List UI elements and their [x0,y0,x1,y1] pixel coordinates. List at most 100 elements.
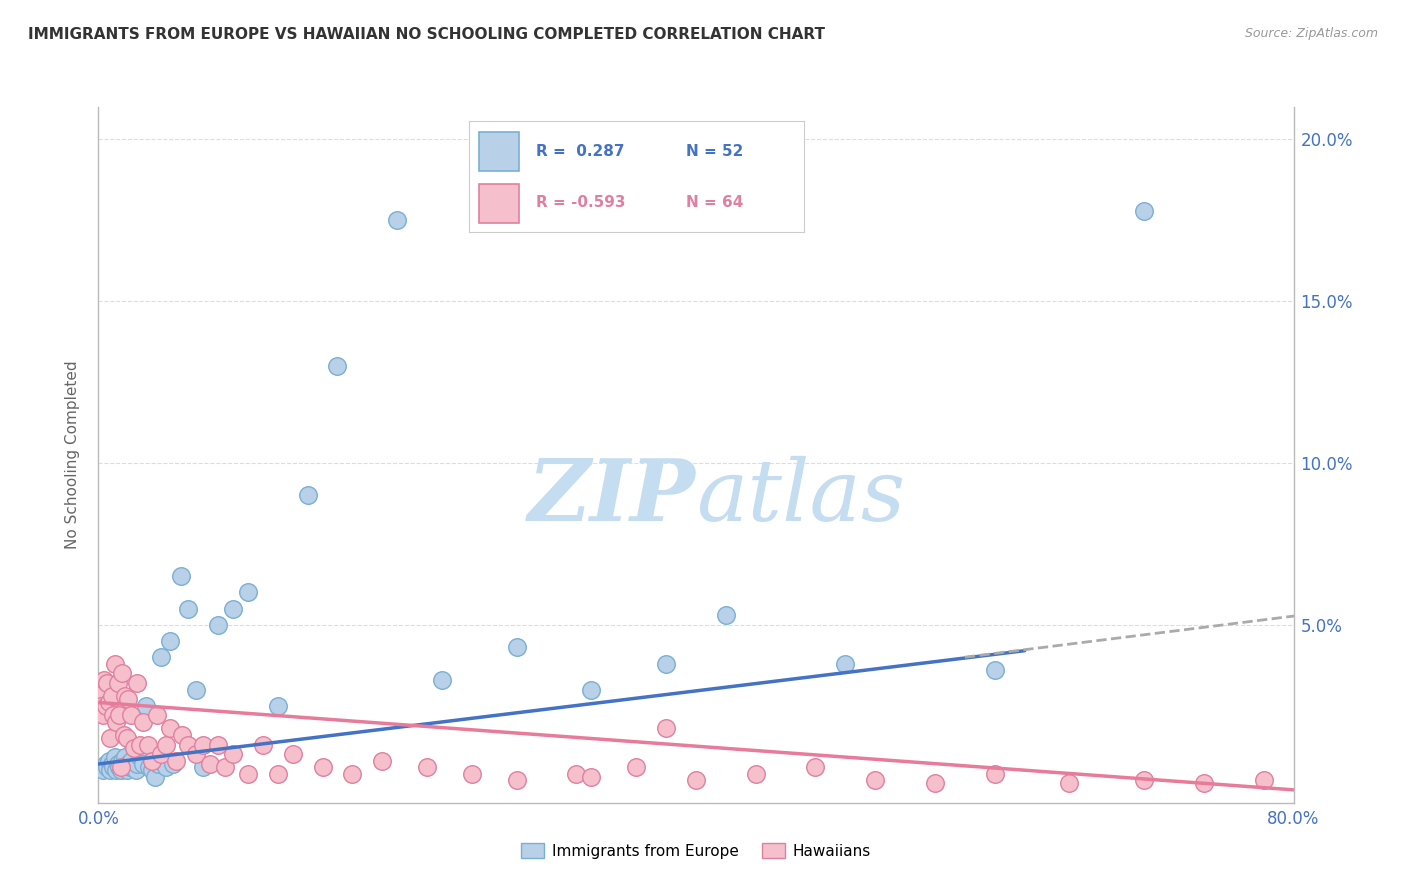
Point [159,634,181,648]
Point [565,766,588,780]
Point [714,608,737,623]
Point [745,766,768,780]
Point [297,488,319,502]
Point [311,760,333,774]
Point [214,760,236,774]
Point [117,692,139,706]
Point [110,764,132,778]
Point [252,738,274,752]
Point [685,773,707,788]
Y-axis label: No Schooling Completed: No Schooling Completed [65,360,80,549]
Point [103,760,125,774]
Point [924,776,946,790]
Point [112,760,135,774]
Point [804,760,827,774]
Point [96,760,118,774]
Point [236,585,259,599]
Point [184,747,207,762]
Text: Source: ZipAtlas.com: Source: ZipAtlas.com [1244,27,1378,40]
Point [97,754,120,768]
Point [984,766,1007,780]
Point [326,359,349,373]
Point [115,764,138,778]
Point [93,673,115,687]
Point [581,770,603,784]
Point [136,738,159,752]
Point [101,756,124,771]
Point [581,682,603,697]
Point [107,756,129,771]
Point [191,738,214,752]
Point [655,722,678,736]
Point [385,213,409,227]
Point [148,756,170,771]
Point [105,764,128,778]
Point [89,682,111,697]
Point [150,650,173,665]
Point [96,676,118,690]
Point [117,756,139,771]
Point [107,676,129,690]
Point [207,738,229,752]
Point [416,760,439,774]
Point [108,760,131,774]
Point [104,750,127,764]
Point [184,682,207,697]
Point [118,760,141,774]
Point [430,673,453,687]
Point [506,773,529,788]
Point [162,756,184,771]
Point [141,754,163,768]
Point [145,708,167,723]
Point [124,740,146,755]
Point [172,728,194,742]
Point [120,708,142,723]
Point [267,698,290,713]
Point [121,738,143,752]
Point [177,738,200,752]
Point [236,766,259,780]
Point [155,760,177,774]
Point [138,760,160,774]
Point [90,698,112,713]
Point [108,708,131,723]
Point [461,766,484,780]
Point [506,640,529,655]
Point [125,764,148,778]
Point [984,663,1007,677]
Point [111,666,134,681]
Point [94,698,117,713]
Point [1133,203,1156,218]
Point [104,657,127,671]
Point [1192,776,1215,790]
Point [281,747,304,762]
Point [129,750,152,764]
Point [127,676,149,690]
Point [655,657,678,671]
Point [165,754,187,768]
Point [1133,773,1156,788]
Point [114,689,136,703]
Point [103,708,125,723]
Text: IMMIGRANTS FROM EUROPE VS HAWAIIAN NO SCHOOLING COMPLETED CORRELATION CHART: IMMIGRANTS FROM EUROPE VS HAWAIIAN NO SC… [28,27,825,42]
Point [626,760,648,774]
Point [159,722,181,736]
Point [120,754,142,768]
Point [150,747,173,762]
Point [1059,776,1081,790]
Point [112,728,135,742]
Point [91,764,114,778]
Point [222,601,245,615]
Point [207,617,229,632]
Point [91,708,114,723]
Point [222,747,245,762]
Point [135,698,157,713]
Point [105,714,128,729]
Point [169,569,191,583]
Point [143,770,166,784]
Point [129,738,152,752]
Legend: Immigrants from Europe, Hawaiians: Immigrants from Europe, Hawaiians [515,837,877,864]
Point [371,754,394,768]
Point [132,756,155,771]
Point [865,773,887,788]
